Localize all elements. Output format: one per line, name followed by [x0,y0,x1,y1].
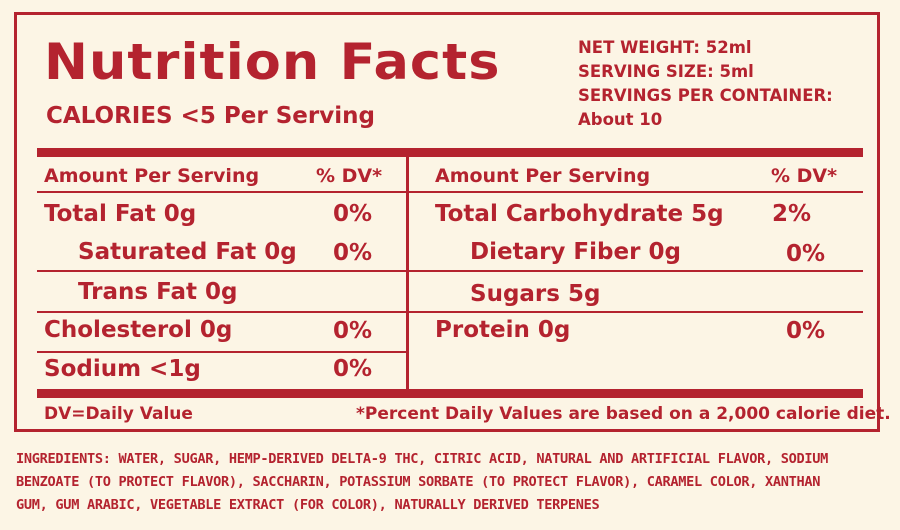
ingredients-line-1: INGREDIENTS: WATER, SUGAR, HEMP-DERIVED … [16,451,829,467]
left-row-rule-3 [37,351,406,353]
calories-line: CALORIES <5 Per Serving [46,103,375,129]
dietary-fiber-dv: 0% [786,241,826,267]
cholesterol-label: Cholesterol 0g [44,317,233,343]
trans-fat-label: Trans Fat 0g [78,279,238,305]
percent-daily-value-note: *Percent Daily Values are based on a 2,0… [356,404,891,424]
package-info: NET WEIGHT: 52ml SERVING SIZE: 5ml SERVI… [578,36,878,132]
sugars-label: Sugars 5g [470,281,601,307]
right-row-rule-1 [409,270,863,272]
total-carbohydrate-dv: 2% [772,201,812,227]
top-thick-divider [37,148,863,157]
left-dv-header: % DV* [316,165,383,187]
total-fat-label: Total Fat 0g [44,201,197,227]
dietary-fiber-label: Dietary Fiber 0g [470,239,681,265]
protein-dv: 0% [786,318,826,344]
total-fat-dv: 0% [333,201,373,227]
saturated-fat-label: Saturated Fat 0g [78,239,297,265]
ingredients-list: INGREDIENTS: WATER, SUGAR, HEMP-DERIVED … [16,448,886,517]
page-title: Nutrition Facts [44,33,501,91]
column-divider [406,157,409,389]
ingredients-line-3: GUM, GUM ARABIC, VEGETABLE EXTRACT (FOR … [16,497,600,513]
right-header-rule [409,191,863,193]
saturated-fat-dv: 0% [333,240,373,266]
left-row-rule-1 [37,270,406,272]
serving-size: SERVING SIZE: 5ml [578,62,754,81]
sodium-label: Sodium <1g [44,356,201,382]
left-amount-header: Amount Per Serving [44,165,260,187]
net-weight: NET WEIGHT: 52ml [578,38,752,57]
servings-value: About 10 [578,110,663,129]
protein-label: Protein 0g [435,317,571,343]
right-row-rule-2 [409,311,863,313]
daily-value-note: DV=Daily Value [44,404,193,424]
left-header-rule [37,191,406,193]
right-amount-header: Amount Per Serving [435,165,651,187]
servings-per-container: SERVINGS PER CONTAINER: [578,86,833,105]
sodium-dv: 0% [333,356,373,382]
ingredients-line-2: BENZOATE (TO PROTECT FLAVOR), SACCHARIN,… [16,474,821,490]
total-carbohydrate-label: Total Carbohydrate 5g [435,201,724,227]
bottom-thick-divider [37,389,863,398]
nutrition-label-border [14,12,880,432]
cholesterol-dv: 0% [333,318,373,344]
left-row-rule-2 [37,311,406,313]
right-dv-header: % DV* [771,165,838,187]
